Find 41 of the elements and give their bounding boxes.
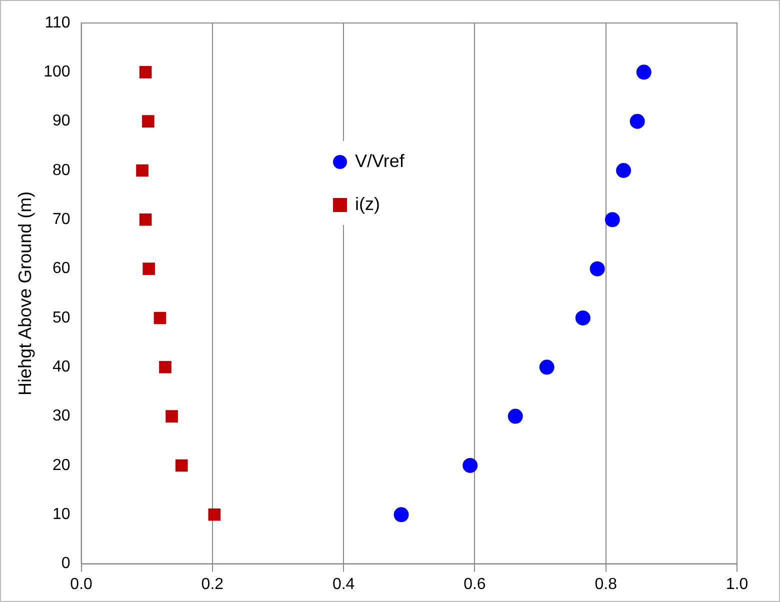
y-tick-label: 70 <box>52 211 70 228</box>
legend-label: i(z) <box>355 194 380 215</box>
x-tick-label: 0.2 <box>201 576 224 593</box>
point <box>394 507 409 522</box>
point <box>616 162 632 178</box>
point <box>575 310 590 326</box>
point <box>508 408 523 424</box>
point <box>166 410 178 422</box>
y-tick-label: 50 <box>52 309 70 326</box>
y-tick-label: 90 <box>52 112 70 130</box>
point <box>636 64 652 80</box>
point <box>630 114 645 129</box>
y-axis-title: Hiehgt Above Ground (m) <box>14 191 35 396</box>
x-tick-label: 0.0 <box>70 576 93 593</box>
point <box>142 115 154 128</box>
x-tick-label: 0.6 <box>464 576 486 593</box>
y-tick-label: 100 <box>44 64 70 81</box>
x-tick-label: 0.4 <box>332 576 355 593</box>
point <box>159 360 172 374</box>
point <box>175 459 188 472</box>
point <box>604 212 620 228</box>
y-tick-label: 60 <box>52 260 70 278</box>
y-tick-label: 30 <box>52 408 70 425</box>
legend-label: V/Vref <box>355 151 404 172</box>
y-tick-label: 80 <box>52 162 70 179</box>
point <box>139 66 152 78</box>
point <box>590 261 605 276</box>
point <box>154 312 166 324</box>
point <box>208 508 221 521</box>
y-tick-label: 0 <box>61 555 70 572</box>
y-tick-label: 10 <box>52 506 70 524</box>
y-tick-label: 20 <box>52 456 70 474</box>
point <box>142 262 155 275</box>
point <box>539 360 554 375</box>
point <box>136 164 148 177</box>
y-tick-label: 110 <box>44 14 70 32</box>
y-tick-label: 40 <box>52 358 70 376</box>
x-tick-label: 0.8 <box>594 576 618 593</box>
x-tick-label: 1.0 <box>726 576 748 593</box>
point <box>462 458 478 473</box>
point <box>139 214 152 226</box>
